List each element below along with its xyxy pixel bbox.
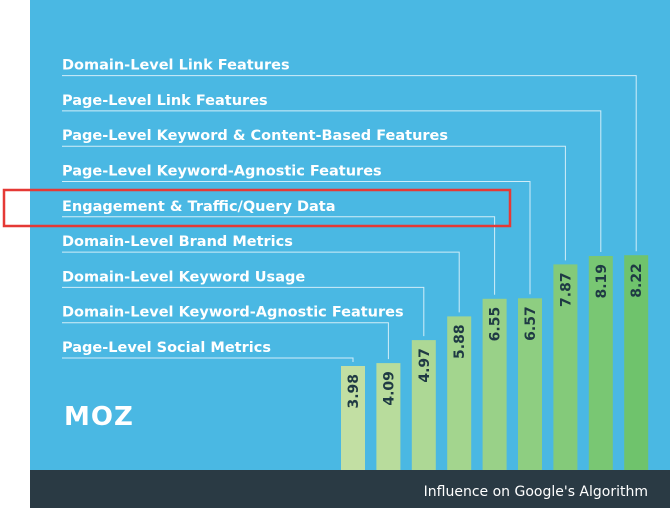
category-label-1: Page-Level Social Metrics [62, 340, 271, 356]
category-label-3: Domain-Level Keyword Usage [62, 269, 305, 285]
category-label-4: Domain-Level Brand Metrics [62, 234, 293, 250]
category-label-9: Domain-Level Link Features [62, 58, 290, 74]
bar-9 [624, 255, 649, 470]
category-label-2: Domain-Level Keyword-Agnostic Features [62, 305, 404, 321]
category-label-6: Page-Level Keyword-Agnostic Features [62, 164, 382, 180]
footer-bar [30, 470, 670, 508]
bar-value-label-8: 8.19 [594, 264, 610, 299]
highlight-box [2, 188, 512, 228]
bar-6 [518, 298, 542, 470]
bars-group: 3.98 4.09 4.97 5.88 6.55 6.57 7.87 8.19 8.22 [341, 255, 649, 470]
moz-logo: MOZ [64, 402, 134, 432]
bar-7 [553, 264, 578, 470]
bar-value-label-5: 6.55 [488, 307, 504, 342]
connector-line-2 [62, 322, 389, 360]
connector-line-1 [62, 357, 354, 362]
bar-4 [447, 316, 472, 470]
bar-value-label-7: 7.87 [558, 272, 574, 307]
bar-value-label-3: 4.97 [417, 348, 433, 383]
connector-line-4 [62, 251, 460, 313]
category-label-5: Engagement & Traffic/Query Data [62, 199, 336, 215]
bar-8 [588, 256, 613, 470]
connector-line-6 [62, 181, 531, 295]
connector-lines [62, 75, 637, 362]
connector-line-8 [62, 110, 602, 252]
bar-1 [341, 366, 365, 470]
x-axis-label: Influence on Google's Algorithm [424, 484, 648, 500]
bar-3 [411, 340, 436, 470]
connector-line-5 [62, 216, 496, 295]
bar-value-label-4: 5.88 [452, 324, 468, 359]
category-label-7: Page-Level Keyword & Content-Based Featu… [62, 128, 448, 144]
bar-5 [482, 298, 507, 470]
category-labels: Page-Level Social Metrics Domain-Level Ke… [62, 58, 448, 356]
bar-2 [376, 363, 401, 470]
bar-value-label-6: 6.57 [523, 306, 539, 341]
connector-line-7 [62, 145, 566, 261]
connector-line-3 [62, 286, 425, 337]
bar-value-label-1: 3.98 [346, 374, 362, 409]
bar-value-label-9: 8.22 [629, 263, 645, 298]
category-label-8: Page-Level Link Features [62, 93, 268, 109]
bar-value-label-2: 4.09 [381, 371, 397, 406]
connector-line-9 [62, 75, 637, 252]
